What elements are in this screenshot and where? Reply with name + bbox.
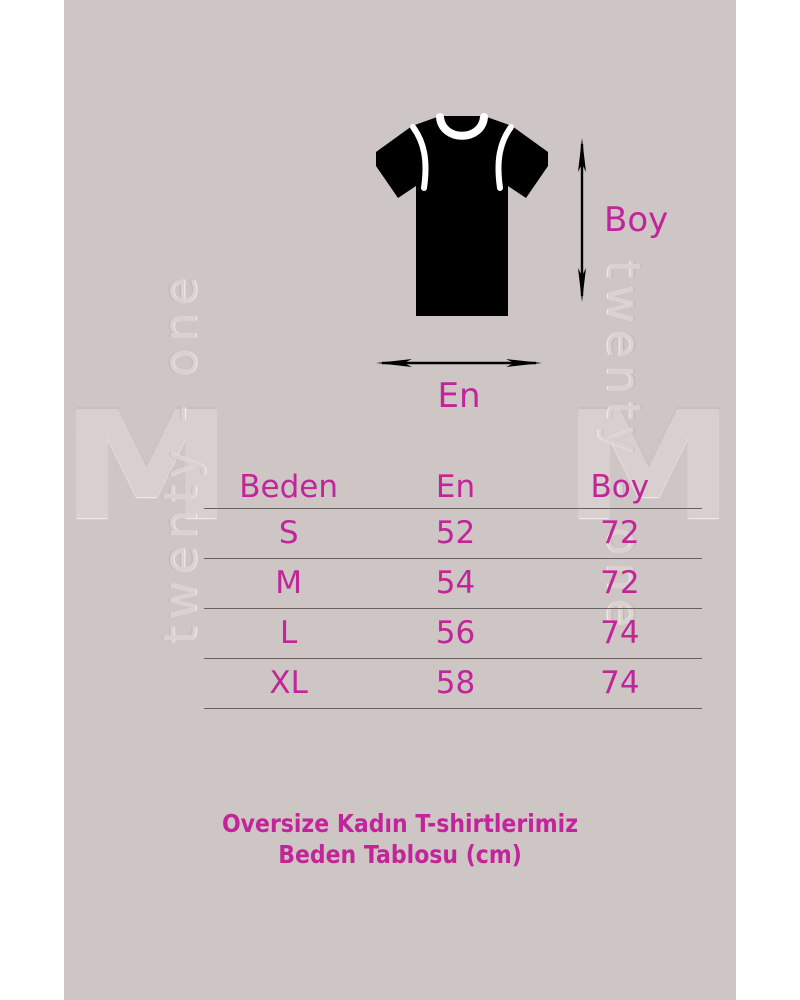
cell-length: 74 [537, 608, 702, 659]
length-label: Boy [604, 200, 669, 240]
cell-length: 72 [537, 558, 702, 609]
cell-length: 74 [537, 658, 702, 709]
cell-size: XL [204, 658, 374, 709]
cell-width: 52 [373, 508, 538, 559]
size-table: Beden En Boy S 52 72 M 54 72 L 5 [204, 466, 702, 709]
caption-line-2: Beden Tablosu (cm) [278, 840, 522, 869]
cell-size: M [204, 558, 374, 609]
tshirt-icon [372, 112, 552, 320]
vertical-double-arrow-icon [564, 138, 600, 302]
size-chart-panel: M M twenty - one twenty - one Boy En [64, 0, 736, 1000]
horizontal-double-arrow-icon [376, 348, 542, 378]
table-row: XL 58 74 [204, 658, 702, 709]
column-header-beden: Beden [204, 466, 374, 509]
table-header-row: Beden En Boy [204, 466, 702, 509]
chart-caption: Oversize Kadın T-shirtlerimiz Beden Tabl… [104, 808, 695, 870]
table-row: S 52 72 [204, 508, 702, 559]
caption-line-1: Oversize Kadın T-shirtlerimiz [221, 809, 579, 838]
cell-size: L [204, 608, 374, 659]
width-label: En [437, 376, 481, 416]
cell-length: 72 [537, 508, 702, 559]
table-row: L 56 74 [204, 608, 702, 659]
table-row: M 54 72 [204, 558, 702, 609]
cell-width: 56 [373, 608, 538, 659]
cell-width: 58 [373, 658, 538, 709]
column-header-boy: Boy [537, 466, 702, 509]
watermark-text-left: twenty - one [153, 270, 207, 644]
cell-width: 54 [373, 558, 538, 609]
cell-size: S [204, 508, 374, 559]
column-header-en: En [373, 466, 538, 509]
